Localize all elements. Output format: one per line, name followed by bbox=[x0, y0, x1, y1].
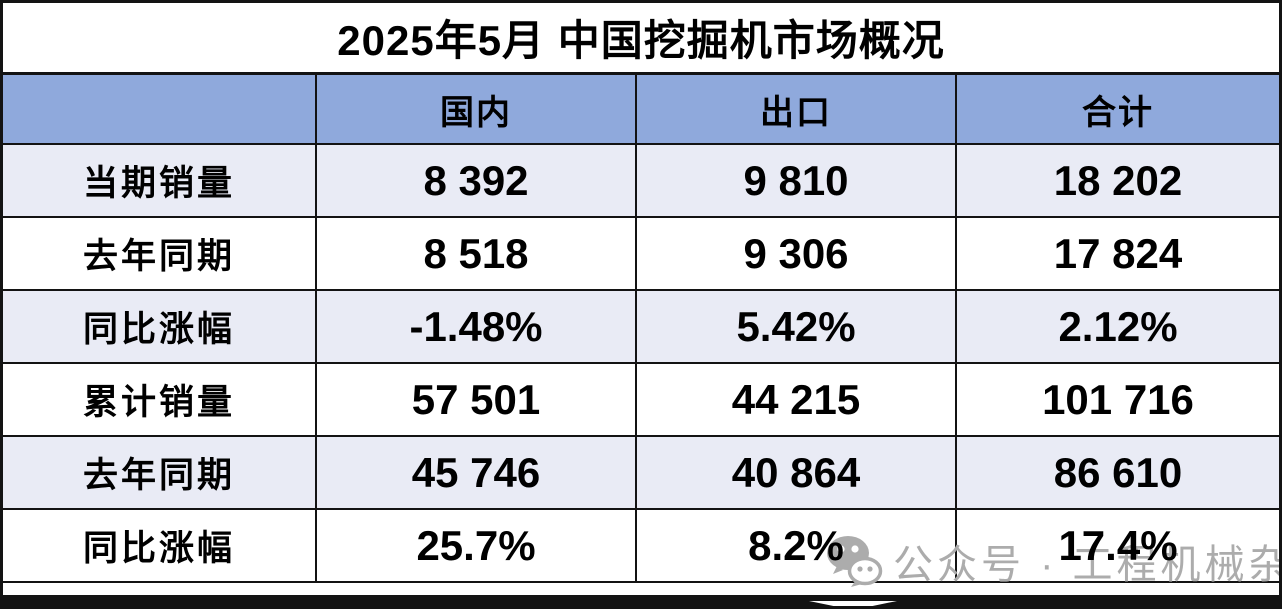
cell-value: 101 716 bbox=[1042, 375, 1194, 423]
cell-total: 17.4% bbox=[957, 510, 1279, 581]
header-cell-export: 出口 bbox=[637, 75, 957, 143]
table-row: 去年同期 45 746 40 864 86 610 bbox=[3, 437, 1279, 510]
cell-value: 45 746 bbox=[411, 448, 541, 496]
row-label-cell: 累计销量 bbox=[3, 364, 317, 435]
cell-value: 40 864 bbox=[731, 448, 861, 496]
cell-export: 9 306 bbox=[637, 218, 957, 289]
table-header-row: 国内 出口 合计 bbox=[3, 75, 1279, 145]
cell-value: 8 392 bbox=[423, 156, 529, 204]
cell-value: 44 215 bbox=[731, 375, 861, 423]
row-label-cell: 当期销量 bbox=[3, 145, 317, 216]
bottom-bar bbox=[3, 595, 1279, 606]
table-row: 去年同期 8 518 9 306 17 824 bbox=[3, 218, 1279, 291]
row-label-cell: 去年同期 bbox=[3, 437, 317, 508]
cell-value: 9 306 bbox=[743, 229, 849, 277]
cell-value: 57 501 bbox=[411, 375, 541, 423]
header-label-export: 出口 bbox=[760, 93, 832, 132]
table-row: 同比涨幅 -1.48% 5.42% 2.12% bbox=[3, 291, 1279, 364]
notch-triangle-icon bbox=[809, 601, 897, 606]
cell-total: 17 824 bbox=[957, 218, 1279, 289]
cell-value: 8.2% bbox=[748, 521, 844, 569]
table-row: 同比涨幅 25.7% 8.2% 17.4% bbox=[3, 510, 1279, 583]
cell-value: 2.12% bbox=[1058, 302, 1178, 350]
header-label-total: 合计 bbox=[1082, 93, 1154, 132]
row-label: 同比涨幅 bbox=[82, 310, 235, 349]
row-label-cell: 同比涨幅 bbox=[3, 510, 317, 581]
cell-export: 9 810 bbox=[637, 145, 957, 216]
header-cell-empty bbox=[3, 75, 317, 143]
cell-value: 8 518 bbox=[423, 229, 529, 277]
row-label-cell: 去年同期 bbox=[3, 218, 317, 289]
figure-title: 2025年5月 中国挖掘机市场概况 bbox=[337, 17, 945, 64]
figure-title-row: 2025年5月 中国挖掘机市场概况 bbox=[3, 3, 1279, 75]
header-cell-total: 合计 bbox=[957, 75, 1279, 143]
cell-total: 101 716 bbox=[957, 364, 1279, 435]
cell-export: 44 215 bbox=[637, 364, 957, 435]
cell-domestic: 57 501 bbox=[317, 364, 637, 435]
cell-export: 5.42% bbox=[637, 291, 957, 362]
cell-total: 18 202 bbox=[957, 145, 1279, 216]
cell-export: 40 864 bbox=[637, 437, 957, 508]
header-label-domestic: 国内 bbox=[440, 93, 512, 132]
cell-value: 17.4% bbox=[1058, 521, 1178, 569]
row-label-cell: 同比涨幅 bbox=[3, 291, 317, 362]
cell-export: 8.2% bbox=[637, 510, 957, 581]
cell-domestic: 25.7% bbox=[317, 510, 637, 581]
table-row: 累计销量 57 501 44 215 101 716 bbox=[3, 364, 1279, 437]
cell-value: 25.7% bbox=[416, 521, 536, 569]
cell-value: 18 202 bbox=[1053, 156, 1183, 204]
cell-value: -1.48% bbox=[409, 302, 543, 350]
cell-domestic: 8 392 bbox=[317, 145, 637, 216]
cell-domestic: 8 518 bbox=[317, 218, 637, 289]
row-label: 累计销量 bbox=[82, 383, 235, 422]
cell-value: 86 610 bbox=[1053, 448, 1183, 496]
table-row: 当期销量 8 392 9 810 18 202 bbox=[3, 145, 1279, 218]
row-label: 去年同期 bbox=[82, 456, 235, 495]
cell-total: 2.12% bbox=[957, 291, 1279, 362]
cell-total: 86 610 bbox=[957, 437, 1279, 508]
cell-value: 5.42% bbox=[736, 302, 856, 350]
cell-domestic: -1.48% bbox=[317, 291, 637, 362]
row-label: 去年同期 bbox=[82, 237, 235, 276]
cell-value: 17 824 bbox=[1053, 229, 1183, 277]
row-label: 当期销量 bbox=[82, 164, 235, 203]
header-cell-domestic: 国内 bbox=[317, 75, 637, 143]
cell-domestic: 45 746 bbox=[317, 437, 637, 508]
row-label: 同比涨幅 bbox=[82, 529, 235, 568]
cell-value: 9 810 bbox=[743, 156, 849, 204]
